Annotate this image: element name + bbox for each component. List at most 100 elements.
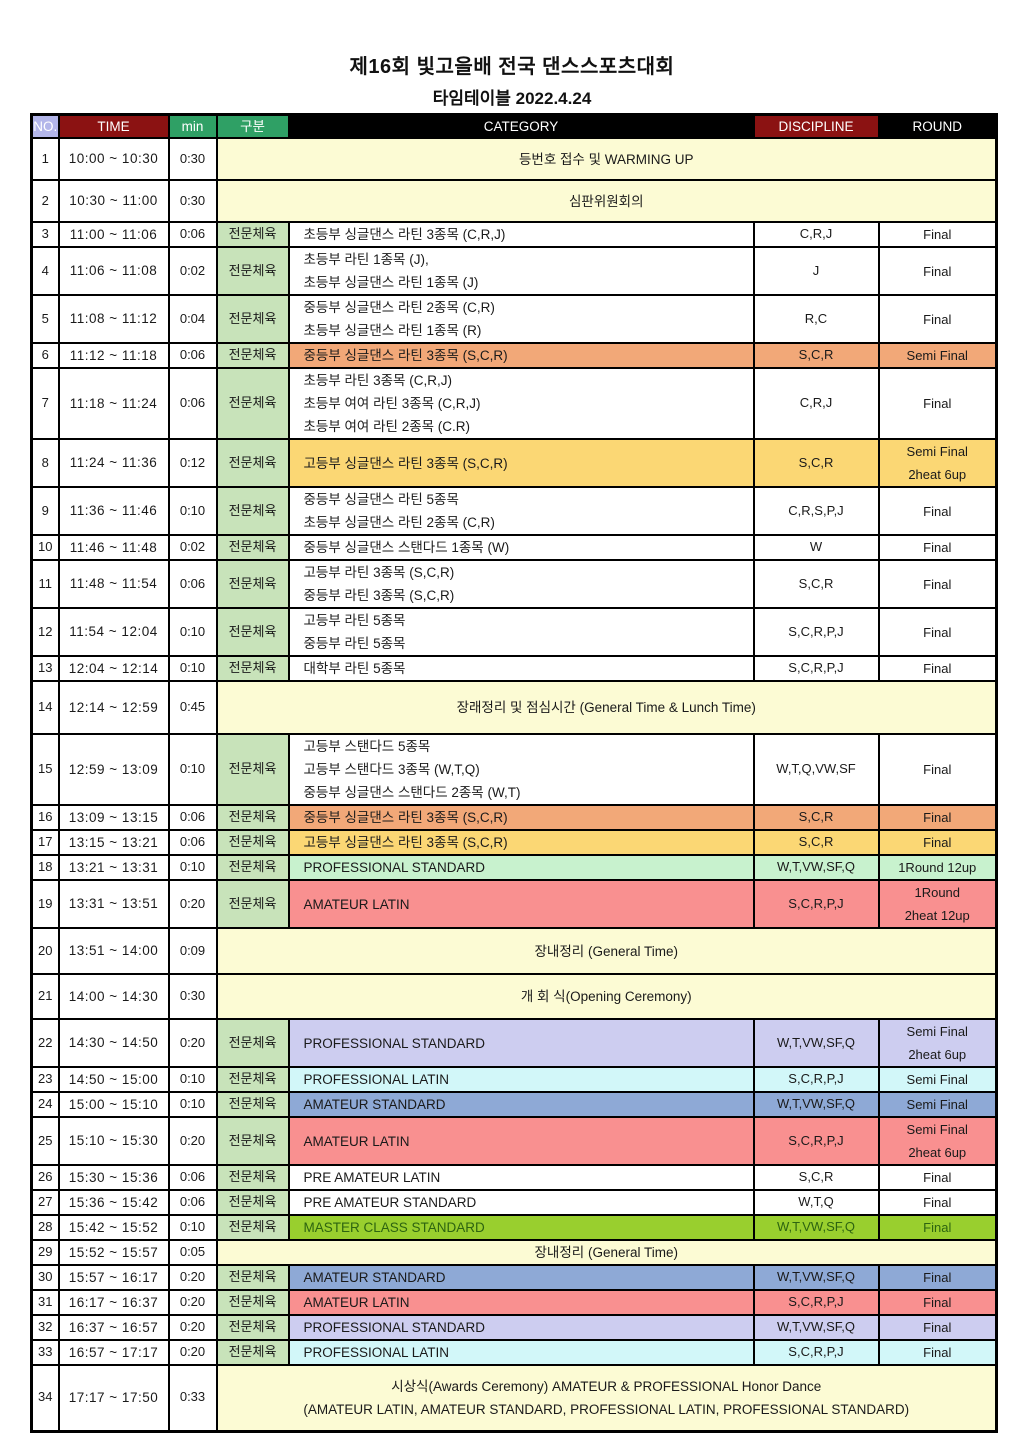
no-cell: 28 xyxy=(30,1214,60,1241)
min-cell: 0:05 xyxy=(167,1239,218,1266)
table-row: 28 15:42 ~ 15:52 0:10 전문체육 MASTER CLASS STAN… xyxy=(30,1214,998,1241)
header-row: NO. TIME min 구분 CATEGORY DISCIPLINE ROUN… xyxy=(30,113,998,139)
min-cell: 0:33 xyxy=(167,1364,218,1432)
gubun-cell: 전문체육 xyxy=(215,1264,290,1291)
discipline-cell: S,C,R xyxy=(752,804,880,831)
table-row: 22 14:30 ~ 14:50 0:20 전문체육 PROFESSIONAL STAN… xyxy=(30,1018,998,1068)
discipline-cell: W,T,VW,SF,Q xyxy=(752,1091,880,1118)
table-row: 18 13:21 ~ 13:31 0:10 전문체육 PROFESSIONAL STAN… xyxy=(30,854,998,881)
no-cell: 9 xyxy=(30,486,60,536)
round-cell: Final xyxy=(877,559,998,609)
round-cell: Final xyxy=(877,534,998,561)
no-cell: 25 xyxy=(30,1116,60,1166)
time-cell: 10:00 ~ 10:30 xyxy=(57,137,170,181)
category-cell: PROFESSIONAL LATIN xyxy=(287,1339,755,1366)
min-cell: 0:30 xyxy=(167,179,218,223)
time-cell: 15:52 ~ 15:57 xyxy=(57,1239,170,1266)
round-cell: Semi Final xyxy=(877,1091,998,1118)
gubun-cell: 전문체육 xyxy=(215,1314,290,1341)
round-cell: Final xyxy=(877,829,998,856)
table-row: 7 11:18 ~ 11:24 0:06 전문체육 초등부 라틴 3종목 (C,R,J)… xyxy=(30,367,998,440)
no-cell: 33 xyxy=(30,1339,60,1366)
gubun-cell: 전문체육 xyxy=(215,733,290,806)
round-cell: Semi Final 2heat 6up xyxy=(877,1116,998,1166)
min-cell: 0:02 xyxy=(167,534,218,561)
time-cell: 15:00 ~ 15:10 xyxy=(57,1091,170,1118)
discipline-cell: W,T,VW,SF,Q xyxy=(752,1018,880,1068)
min-cell: 0:04 xyxy=(167,294,218,344)
min-cell: 0:02 xyxy=(167,246,218,296)
table-row: 33 16:57 ~ 17:17 0:20 전문체육 PROFESSIONAL LATI… xyxy=(30,1339,998,1366)
discipline-cell: C,R,J xyxy=(752,221,880,248)
round-cell: Final xyxy=(877,1164,998,1191)
round-cell: Final xyxy=(877,294,998,344)
page-subtitle: 타임테이블 2022.4.24 xyxy=(432,89,592,108)
category-cell: AMATEUR LATIN xyxy=(287,1116,755,1166)
gubun-cell: 전문체육 xyxy=(215,1214,290,1241)
table-row: 19 13:31 ~ 13:51 0:20 전문체육 AMATEUR LATIN S,C,… xyxy=(30,879,998,929)
time-cell: 11:48 ~ 11:54 xyxy=(57,559,170,609)
no-cell: 30 xyxy=(30,1264,60,1291)
merged-event-cell: 장래정리 및 점심시간 (General Time & Lunch Time) xyxy=(215,680,998,735)
min-cell: 0:10 xyxy=(167,486,218,536)
category-cell: 초등부 싱글댄스 라틴 3종목 (C,R,J) xyxy=(287,221,755,248)
time-cell: 11:00 ~ 11:06 xyxy=(57,221,170,248)
category-cell: 중등부 싱글댄스 라틴 2종목 (C,R) 초등부 싱글댄스 라틴 1종목 (R) xyxy=(287,294,755,344)
category-cell: 중등부 싱글댄스 라틴 3종목 (S,C,R) xyxy=(287,342,755,369)
category-cell: 중등부 싱글댄스 라틴 5종목 초등부 싱글댄스 라틴 2종목 (C,R) xyxy=(287,486,755,536)
min-cell: 0:06 xyxy=(167,221,218,248)
table-row: 5 11:08 ~ 11:12 0:04 전문체육 중등부 싱글댄스 라틴 2종목 (C… xyxy=(30,294,998,344)
category-cell: 고등부 라틴 3종목 (S,C,R) 중등부 라틴 3종목 (S,C,R) xyxy=(287,559,755,609)
discipline-cell: S,C,R,P,J xyxy=(752,1116,880,1166)
no-cell: 7 xyxy=(30,367,60,440)
table-row: 8 11:24 ~ 11:36 0:12 전문체육 고등부 싱글댄스 라틴 3종목 (S… xyxy=(30,438,998,488)
min-cell: 0:30 xyxy=(167,973,218,1020)
discipline-cell: S,C,R xyxy=(752,559,880,609)
time-cell: 15:42 ~ 15:52 xyxy=(57,1214,170,1241)
discipline-cell: W,T,VW,SF,Q xyxy=(752,1314,880,1341)
gubun-cell: 전문체육 xyxy=(215,367,290,440)
category-cell: PROFESSIONAL STANDARD xyxy=(287,1314,755,1341)
round-cell: Final xyxy=(877,1289,998,1316)
category-cell: PROFESSIONAL STANDARD xyxy=(287,1018,755,1068)
time-cell: 13:51 ~ 14:00 xyxy=(57,927,170,975)
discipline-cell: S,C,R,P,J xyxy=(752,879,880,929)
discipline-cell: S,C,R,P,J xyxy=(752,607,880,657)
discipline-cell: C,R,S,P,J xyxy=(752,486,880,536)
no-cell: 31 xyxy=(30,1289,60,1316)
category-cell: 고등부 스탠다드 5종목 고등부 스탠다드 3종목 (W,T,Q) 중등부 싱글댄스… xyxy=(287,733,755,806)
merged-event-cell: 장내정리 (General Time) xyxy=(215,927,998,975)
table-row: 14 12:14 ~ 12:59 0:45 장래정리 및 점심시간 (General … xyxy=(30,680,998,735)
no-cell: 22 xyxy=(30,1018,60,1068)
page-title: 제16회 빛고을배 전국 댄스스포츠대회 xyxy=(349,56,675,78)
gubun-cell: 전문체육 xyxy=(215,1339,290,1366)
time-cell: 12:14 ~ 12:59 xyxy=(57,680,170,735)
gubun-cell: 전문체육 xyxy=(215,829,290,856)
merged-event-cell: 시상식(Awards Ceremony) AMATEUR & PROFESSIO… xyxy=(215,1364,998,1432)
round-cell: 1Round 12up xyxy=(877,854,998,881)
gubun-cell: 전문체육 xyxy=(215,1066,290,1093)
table-row: 17 13:15 ~ 13:21 0:06 전문체육 고등부 싱글댄스 라틴 3종목 (… xyxy=(30,829,998,856)
time-cell: 13:15 ~ 13:21 xyxy=(57,829,170,856)
no-cell: 13 xyxy=(30,655,60,682)
time-cell: 11:54 ~ 12:04 xyxy=(57,607,170,657)
category-cell: 고등부 싱글댄스 라틴 3종목 (S,C,R) xyxy=(287,829,755,856)
category-cell: AMATEUR LATIN xyxy=(287,1289,755,1316)
gubun-cell: 전문체육 xyxy=(215,1018,290,1068)
min-cell: 0:45 xyxy=(167,680,218,735)
time-cell: 15:10 ~ 15:30 xyxy=(57,1116,170,1166)
table-row: 20 13:51 ~ 14:00 0:09 장내정리 (General Time) xyxy=(30,927,998,975)
gubun-cell: 전문체육 xyxy=(215,486,290,536)
min-cell: 0:20 xyxy=(167,1289,218,1316)
no-cell: 34 xyxy=(30,1364,60,1432)
min-cell: 0:06 xyxy=(167,367,218,440)
table-row: 21 14:00 ~ 14:30 0:30 개 회 식(Opening Ceremon… xyxy=(30,973,998,1020)
no-cell: 11 xyxy=(30,559,60,609)
table-row: 11 11:48 ~ 11:54 0:06 전문체육 고등부 라틴 3종목 (S,C,R… xyxy=(30,559,998,609)
gubun-cell: 전문체육 xyxy=(215,804,290,831)
time-cell: 14:50 ~ 15:00 xyxy=(57,1066,170,1093)
no-cell: 24 xyxy=(30,1091,60,1118)
table-row: 32 16:37 ~ 16:57 0:20 전문체육 PROFESSIONAL STAN… xyxy=(30,1314,998,1341)
table-row: 6 11:12 ~ 11:18 0:06 전문체육 중등부 싱글댄스 라틴 3종목 (S… xyxy=(30,342,998,369)
